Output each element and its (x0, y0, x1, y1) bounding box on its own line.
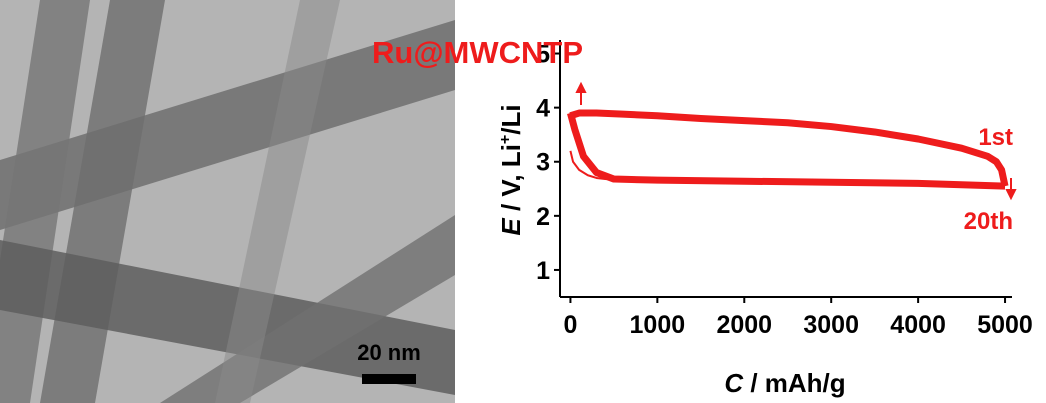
data-line (567, 112, 1006, 190)
x-tick-label: 0 (563, 311, 577, 339)
x-label-part: C (724, 368, 744, 398)
annotation: 1st (978, 124, 1013, 151)
x-tick-label: 2000 (716, 311, 772, 339)
x-label-part: / mAh/g (743, 368, 846, 398)
x-tick-label: 5000 (977, 311, 1033, 339)
annotation: Ru@MWCNTP (372, 35, 583, 70)
y-tick-label: 4 (536, 95, 550, 123)
tem-image: 20 nm (0, 0, 455, 403)
data-line (569, 150, 623, 182)
y-tick-label: 5 (536, 41, 550, 69)
scale-bar-label: 20 nm (357, 340, 421, 365)
x-axis-label: C / mAh/g (724, 368, 845, 398)
y-label-part: / V, Li (496, 144, 526, 218)
y-label-part: E (496, 218, 526, 236)
x-tick-label: 3000 (803, 311, 859, 339)
x-tick-label: 1000 (630, 311, 686, 339)
x-tick-label: 4000 (890, 311, 946, 339)
y-tick-label: 1 (536, 257, 550, 285)
y-label-part: + (497, 135, 514, 144)
y-axis-label: E / V, Li+/Li (496, 104, 526, 235)
data-line (569, 109, 1009, 187)
arrows (575, 81, 1017, 201)
y-tick-label: 2 (536, 203, 550, 231)
y-tick-label: 3 (536, 149, 550, 177)
annotation: 20th (964, 208, 1013, 235)
y-label-part: /Li (496, 104, 526, 134)
plot: 1 2 3 4 5 0 1000 2000 3000 4000 5000 (536, 40, 1033, 339)
